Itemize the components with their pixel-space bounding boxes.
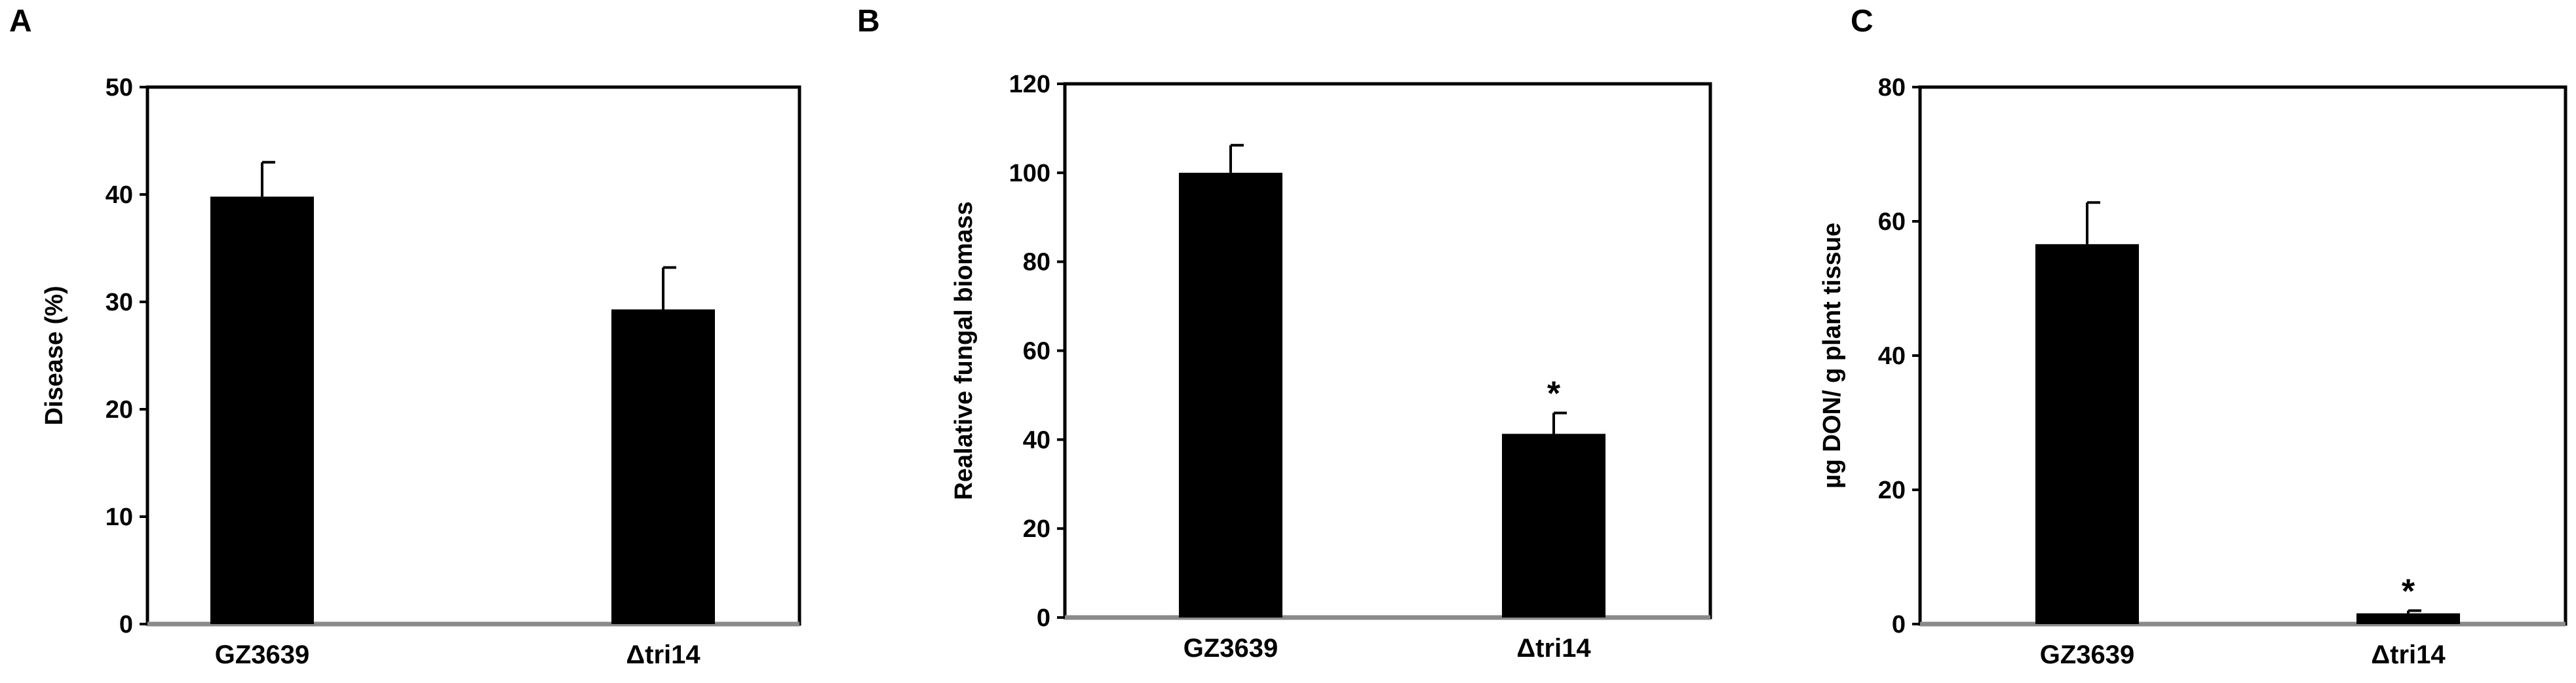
plot-frame — [1918, 85, 2567, 626]
bar — [611, 309, 715, 624]
y-tick-label: 60 — [1878, 208, 1906, 236]
y-axis-title: Disease (%) — [41, 286, 68, 425]
significance-mark: * — [1547, 375, 1561, 413]
x-category-label: GZ3639 — [215, 640, 310, 669]
panel-letter: B — [857, 4, 880, 39]
bar — [2356, 613, 2460, 624]
y-tick-label: 20 — [1878, 477, 1906, 504]
x-category-label: Δtri14 — [626, 640, 701, 669]
x-category-label: GZ3639 — [1183, 634, 1278, 663]
y-tick-label: 40 — [1878, 342, 1906, 370]
y-tick-label: 0 — [119, 611, 133, 638]
x-category-label: GZ3639 — [2040, 640, 2135, 669]
bar — [210, 196, 314, 624]
y-tick-label: 80 — [1023, 249, 1050, 276]
bar — [1179, 172, 1282, 618]
y-tick-label: 120 — [1009, 71, 1050, 98]
y-tick-label: 60 — [1023, 338, 1050, 365]
panel-letter: C — [1851, 4, 1874, 39]
plot-frame — [1063, 82, 1712, 619]
y-axis-title: Realative fungal biomass — [950, 201, 978, 500]
significance-mark: * — [2402, 573, 2415, 611]
bar — [2035, 244, 2139, 625]
y-tick-label: 80 — [1878, 74, 1906, 102]
y-tick-label: 20 — [106, 396, 133, 424]
y-axis-title: µg DON/ g plant tissue — [1818, 223, 1846, 489]
x-category-label: Δtri14 — [2371, 640, 2446, 669]
panel-letter: A — [9, 4, 32, 39]
y-tick-label: 0 — [1892, 611, 1906, 638]
y-tick-label: 40 — [106, 181, 133, 209]
x-category-label: Δtri14 — [1516, 634, 1591, 663]
y-tick-label: 50 — [106, 74, 133, 102]
y-tick-label: 40 — [1023, 426, 1050, 454]
y-tick-label: 10 — [106, 504, 133, 531]
bar — [1502, 434, 1605, 618]
y-tick-label: 100 — [1009, 160, 1050, 187]
y-tick-label: 20 — [1023, 515, 1050, 543]
y-tick-label: 30 — [106, 289, 133, 316]
y-tick-label: 0 — [1037, 604, 1050, 632]
